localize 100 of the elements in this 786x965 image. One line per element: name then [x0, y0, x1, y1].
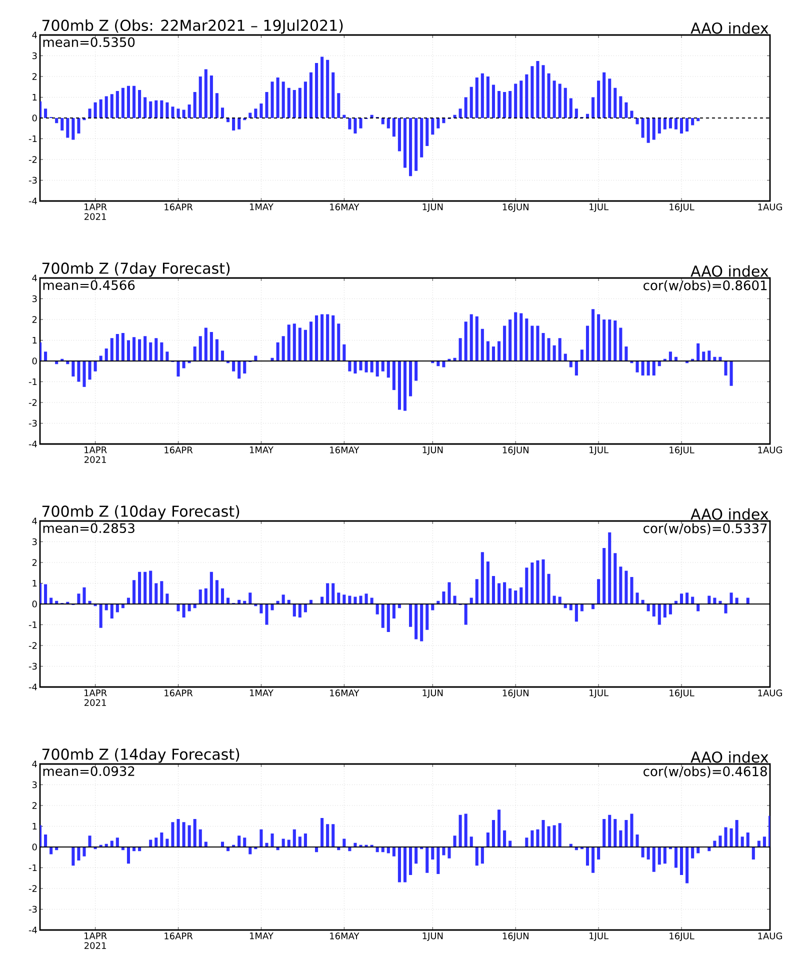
- bar: [663, 118, 666, 130]
- bar: [348, 596, 352, 604]
- y-tick-label: 4: [32, 274, 37, 282]
- x-tick-label: 1APR: [84, 204, 107, 210]
- x-tick-label: 16APR: [164, 204, 193, 210]
- y-tick-label: -2: [28, 399, 37, 406]
- bar: [182, 822, 186, 847]
- bar: [426, 118, 429, 146]
- bar: [215, 580, 218, 604]
- bar: [149, 101, 152, 118]
- bar: [332, 824, 335, 847]
- bar: [198, 336, 202, 361]
- bar: [536, 60, 540, 118]
- bar: [542, 559, 545, 604]
- bar: [420, 118, 424, 158]
- bar: [220, 350, 224, 361]
- bar: [82, 360, 86, 387]
- bar: [210, 572, 213, 604]
- bar: [88, 360, 92, 380]
- bar: [243, 360, 246, 374]
- bar: [77, 594, 80, 604]
- bar: [696, 343, 700, 361]
- bar: [708, 350, 711, 361]
- bar: [475, 847, 478, 866]
- x-axis-title: 2021: [84, 699, 106, 706]
- bar: [298, 328, 302, 361]
- x-tick-label: 1JUN: [422, 690, 443, 698]
- y-tick-label: -3: [28, 176, 37, 184]
- x-tick-label: 1JUN: [422, 932, 443, 941]
- bar: [198, 829, 202, 847]
- bar: [220, 108, 224, 118]
- bar: [735, 820, 738, 847]
- bar: [260, 604, 263, 614]
- bar: [326, 583, 330, 604]
- bar: [182, 110, 186, 118]
- bar: [691, 847, 694, 858]
- bar: [663, 604, 666, 618]
- annotation: cor(w/obs)=0.4618: [644, 766, 767, 778]
- x-tick-label: 16JUN: [502, 204, 528, 212]
- bar: [497, 583, 501, 604]
- bar: [193, 818, 196, 847]
- bar: [166, 102, 169, 118]
- y-tick-label: 4: [32, 32, 37, 38]
- bar: [60, 118, 64, 130]
- bar: [414, 604, 418, 640]
- chart-title: 700mb Z (Obs: 22Mar2021 – 19Jul2021): [42, 19, 343, 34]
- bar: [558, 338, 562, 361]
- bar: [696, 118, 700, 122]
- bar: [574, 108, 578, 118]
- chart-title: 700mb Z (14day Forecast): [42, 748, 240, 763]
- bar: [680, 118, 684, 134]
- x-tick-label: 16MAY: [330, 690, 360, 696]
- bar: [82, 847, 86, 856]
- bar: [696, 604, 700, 612]
- bar: [348, 118, 352, 130]
- x-tick-label: 1JUL: [590, 690, 608, 698]
- bar: [614, 88, 617, 118]
- bar: [126, 847, 130, 864]
- bar: [663, 847, 666, 864]
- bar: [702, 352, 706, 361]
- bar: [658, 118, 661, 134]
- bar: [597, 80, 600, 118]
- bar: [116, 91, 119, 118]
- bar: [110, 94, 114, 118]
- bar: [160, 581, 164, 604]
- bar: [188, 104, 191, 118]
- bar: [149, 840, 152, 847]
- bar: [121, 332, 124, 361]
- x-tick-label: 16JUL: [670, 204, 694, 212]
- y-tick-label: 4: [32, 760, 37, 768]
- bar: [762, 836, 766, 847]
- x-tick-label: 1JUN: [422, 204, 443, 212]
- x-tick-label: 16APR: [164, 932, 193, 940]
- y-tick-label: 2: [32, 73, 37, 80]
- bar: [160, 100, 164, 118]
- bar: [342, 114, 346, 118]
- bar: [326, 824, 330, 847]
- chart-title: 700mb Z (10day Forecast): [42, 505, 240, 520]
- bar: [453, 596, 456, 604]
- bar: [691, 118, 694, 126]
- bar: [646, 360, 650, 376]
- bar: [686, 118, 689, 132]
- bar: [354, 360, 357, 374]
- bar: [238, 360, 241, 379]
- y-tick-label: -2: [28, 885, 37, 892]
- bar: [426, 847, 429, 873]
- bar: [176, 360, 180, 377]
- bar: [624, 346, 628, 361]
- bar: [431, 118, 434, 135]
- bar: [359, 596, 362, 604]
- y-tick-label: -1: [28, 864, 37, 872]
- bar: [392, 118, 396, 137]
- bar: [304, 330, 307, 361]
- bar: [265, 604, 268, 625]
- y-tick-label: 0: [32, 600, 37, 608]
- bar: [668, 118, 672, 128]
- bar: [88, 836, 92, 847]
- y-tick-label: -1: [28, 378, 37, 386]
- bar: [364, 360, 368, 372]
- bar: [309, 322, 312, 361]
